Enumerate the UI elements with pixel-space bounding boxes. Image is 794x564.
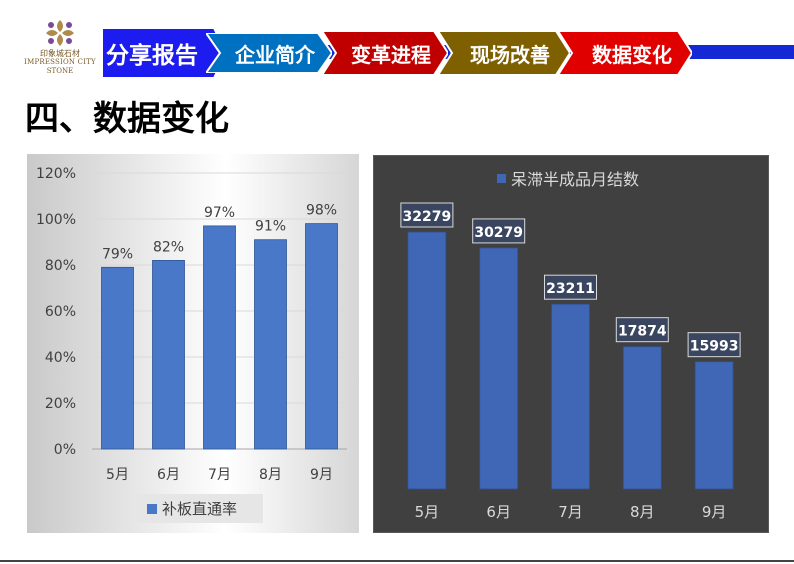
- nav-item-site-improvement[interactable]: 现场改善: [436, 30, 572, 76]
- nav-item-label: 数据变化: [592, 42, 672, 67]
- company-logo: 印象城石材 IMPRESSION CITY STONE: [20, 18, 100, 78]
- legend-swatch: [497, 174, 506, 183]
- data-label: 17874: [618, 324, 667, 340]
- data-label: 98%: [306, 203, 337, 219]
- bar: [551, 303, 590, 490]
- x-tick-label: 7月: [208, 467, 231, 483]
- data-label-box: [400, 202, 454, 228]
- footer-divider: [0, 560, 794, 562]
- legend-label: 呆滞半成品月结数: [511, 170, 639, 189]
- y-tick-label: 100%: [36, 212, 76, 228]
- bar: [305, 223, 338, 450]
- bar: [101, 266, 134, 450]
- data-label: 15993: [690, 339, 739, 355]
- logo-chinese-name: 印象城石材: [40, 49, 80, 58]
- y-tick-label: 120%: [36, 166, 76, 182]
- pass-rate-chart-svg: 0% 20% 40% 60% 80% 100% 120% 79% 5月 82% 6月 97% 7月 91%…: [36, 166, 347, 523]
- y-tick-label: 80%: [45, 258, 76, 274]
- nav-item-label: 现场改善: [470, 42, 550, 67]
- data-label: 91%: [255, 219, 286, 235]
- bar: [479, 247, 519, 490]
- x-tick-label: 7月: [558, 503, 583, 521]
- bar: [622, 346, 662, 490]
- y-tick-label: 0%: [54, 442, 76, 458]
- y-tick-label: 60%: [45, 304, 76, 320]
- y-tick-label: 40%: [45, 350, 76, 366]
- x-tick-label: 6月: [157, 467, 180, 483]
- nav-item-data-change[interactable]: 数据变化: [556, 30, 694, 76]
- data-label-box: [687, 332, 741, 358]
- logo-english-name: IMPRESSION CITY: [24, 58, 96, 66]
- stagnant-inventory-chart-svg: 呆滞半成品月结数 32279 5月 30279 6月 23211 7月 17874 8月 1599…: [400, 170, 741, 521]
- bar: [152, 260, 185, 450]
- bar: [694, 361, 734, 490]
- data-label: 23211: [546, 281, 595, 297]
- data-label: 79%: [102, 246, 133, 262]
- x-tick-label: 8月: [630, 503, 655, 521]
- y-tick-label: 20%: [45, 396, 76, 412]
- x-tick-label: 6月: [486, 503, 511, 521]
- x-tick-label: 9月: [310, 467, 333, 483]
- section-nav: 分享报告 企业简介 变革进程 现场改善 数据变化: [101, 27, 702, 79]
- x-tick-label: 9月: [702, 503, 727, 521]
- legend-swatch: [147, 504, 157, 514]
- data-label: 97%: [204, 205, 235, 221]
- x-tick-label: 5月: [415, 503, 440, 521]
- nav-item-company-intro[interactable]: 企业简介: [204, 32, 334, 74]
- bar: [203, 225, 236, 450]
- nav-item-label: 变革进程: [351, 42, 431, 67]
- logo-emblem-icon: [46, 20, 74, 46]
- data-label-box: [615, 317, 669, 343]
- logo-english-name-line2: STONE: [46, 67, 74, 75]
- data-label: 30279: [474, 225, 523, 241]
- bar: [254, 239, 287, 450]
- page-title: 四、数据变化: [25, 99, 229, 139]
- nav-item-reform-process[interactable]: 变革进程: [320, 30, 450, 76]
- nav-item-label: 分享报告: [106, 43, 198, 69]
- x-tick-label: 5月: [106, 467, 129, 483]
- data-label: 32279: [403, 209, 452, 225]
- data-label-box: [544, 274, 597, 300]
- stagnant-inventory-chart: 呆滞半成品月结数 32279 5月 30279 6月 23211 7月 17874 8月 1599…: [373, 155, 769, 533]
- nav-item-label: 企业简介: [235, 42, 315, 67]
- x-tick-label: 8月: [259, 467, 282, 483]
- pass-rate-chart: 0% 20% 40% 60% 80% 100% 120% 79% 5月 82% 6月 97% 7月 91%…: [27, 154, 359, 533]
- data-label: 82%: [153, 239, 184, 255]
- legend-label: 补板直通率: [162, 500, 237, 518]
- nav-item-share-report[interactable]: 分享报告: [101, 27, 228, 79]
- data-label-box: [472, 218, 526, 244]
- bar: [407, 231, 447, 490]
